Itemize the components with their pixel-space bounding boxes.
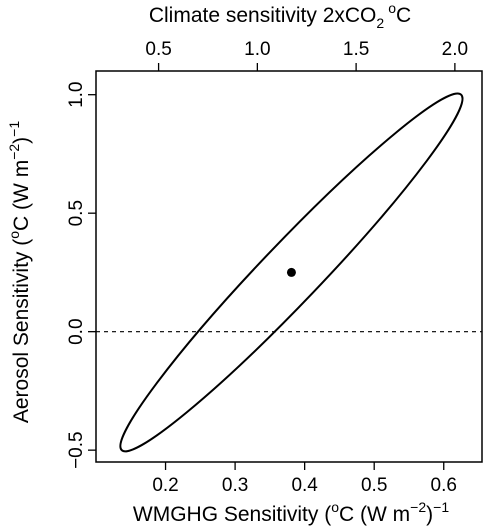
top-tick-label: 1.0: [244, 39, 270, 60]
x-tick-label: 0.6: [431, 475, 457, 496]
top-axis-title: Climate sensitivity 2xCO2oC: [149, 0, 411, 31]
x-axis-title: WMGHG Sensitivity (oC (W m−2)−1: [133, 499, 449, 526]
top-tick-label: 2.0: [442, 39, 468, 60]
x-tick-label: 0.3: [222, 475, 248, 496]
best-estimate-point: [286, 267, 296, 277]
top-tick-label: 0.5: [145, 39, 171, 60]
y-tick-label: −0.5: [66, 431, 87, 469]
y-tick-label: 0.0: [66, 318, 87, 344]
y-tick-label: 0.5: [66, 200, 87, 226]
confidence-ellipse: [119, 92, 464, 453]
plot-frame: [95, 70, 483, 463]
y-tick-label: 1.0: [66, 81, 87, 107]
x-tick-label: 0.4: [291, 475, 318, 496]
plot-area: 0.2 0.3 0.4 0.5 0.6 −0.5 0.0 0.5 1.0 0.5 1.0 1.5 2.0: [66, 39, 483, 496]
y-axis-title: Aerosol Sensitivity (oC (W m−2)−1: [6, 121, 33, 424]
top-tick-label: 1.5: [343, 39, 369, 60]
x-tick-label: 0.5: [361, 475, 387, 496]
x-tick-label: 0.2: [152, 475, 178, 496]
